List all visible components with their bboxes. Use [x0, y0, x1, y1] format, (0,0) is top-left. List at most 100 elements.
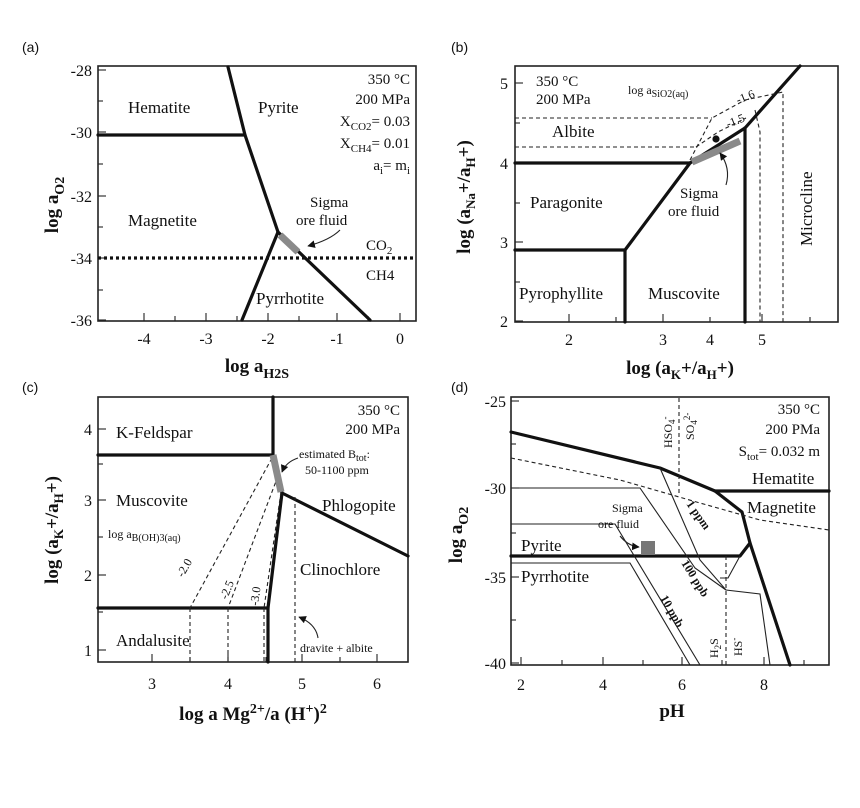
panel-b-x-tick: 4 — [706, 332, 714, 349]
panel-a: (a) -28 -30 -32 -34 -36 -4 -3 -2 -1 0 — [22, 39, 417, 382]
panel-a-x-tick: -4 — [137, 331, 150, 348]
panel-a-ore-fluid-annotation: Sigma ore fluid — [296, 195, 349, 248]
panel-d-letter: (d) — [451, 379, 468, 395]
panel-b-field-muscovite: Muscovite — [648, 284, 720, 303]
svg-text:SO42-: SO42- — [682, 413, 699, 440]
panel-d-sulfur-species: HSO4- SO42- H2S HS- — [660, 413, 745, 658]
svg-text:50-1100 ppm: 50-1100 ppm — [305, 463, 370, 477]
panel-b-field-pyrophyllite: Pyrophyllite — [519, 284, 603, 303]
panel-d-field-magnetite: Magnetite — [747, 498, 816, 517]
panel-b-field-paragonite: Paragonite — [530, 193, 603, 212]
svg-text:Sigma: Sigma — [612, 501, 643, 515]
svg-text:XCH4= 0.01: XCH4= 0.01 — [340, 136, 410, 155]
panel-b-x-tick: 2 — [565, 332, 573, 349]
panel-d-contour: 100 ppb — [678, 557, 712, 599]
panel-b-boundaries — [513, 64, 802, 324]
svg-text:350 °C: 350 °C — [368, 72, 410, 88]
svg-text:XCO2= 0.03: XCO2= 0.03 — [340, 114, 410, 133]
panel-d-y-tick: -35 — [485, 570, 506, 587]
panel-b: (b) 5 4 3 2 2 3 4 5 — [451, 39, 839, 382]
panel-a-y-tick: -28 — [71, 63, 92, 80]
panel-c: (c) 4 3 2 1 3 4 5 6 — [22, 379, 410, 725]
svg-text:estimated Btot:: estimated Btot: — [299, 447, 370, 464]
svg-text:ore fluid: ore fluid — [296, 213, 348, 229]
panel-a-y-tick: -36 — [71, 313, 92, 330]
panel-a-field-pyrite: Pyrite — [258, 98, 299, 117]
panel-c-field-clinochlore: Clinochlore — [300, 560, 380, 579]
panel-d-x-tick: 8 — [760, 677, 768, 694]
panel-a-letter: (a) — [22, 39, 39, 55]
panel-b-y-axis-label: log (aNa+/aH+) — [454, 140, 478, 254]
panel-c-frame — [97, 396, 409, 663]
panel-a-x-tick: 0 — [396, 331, 404, 348]
panel-c-contour: -2.0 — [173, 556, 195, 579]
panel-b-y-tick: 4 — [500, 156, 508, 173]
panel-b-y-tick: 3 — [500, 235, 508, 252]
panel-d-y-ticks: -25 -30 -35 -40 — [485, 394, 519, 673]
panel-d-field-pyrite: Pyrite — [521, 536, 562, 555]
panel-c-y-tick: 2 — [84, 568, 92, 585]
panel-c-x-tick: 5 — [298, 676, 306, 693]
svg-text:ore fluid: ore fluid — [598, 517, 639, 531]
panel-c-y-ticks: 4 3 2 1 — [84, 422, 106, 660]
panel-c-conditions: 350 °C 200 MPa — [345, 403, 400, 438]
panel-b-x-axis-label: log (aK+/aH+) — [626, 358, 734, 382]
panel-a-y-axis-label: log aO2 — [42, 177, 68, 233]
panel-d-y-axis-label: log aO2 — [446, 507, 472, 563]
panel-c-boron-contour-label: log aB(OH)3(aq) — [108, 527, 181, 544]
panel-a-co2-label: CO2 — [366, 238, 392, 257]
panel-d-x-tick: 2 — [517, 677, 525, 694]
svg-text:HS-: HS- — [729, 638, 745, 656]
panel-a-y-tick: -32 — [71, 189, 92, 206]
panel-d-y-tick: -25 — [485, 394, 506, 411]
panel-c-field-phlogopite: Phlogopite — [322, 496, 396, 515]
panel-a-ch4-label: CH4 — [366, 268, 395, 284]
panel-c-contour: -3.0 — [247, 586, 264, 607]
panel-b-ore-fluid-annotation: Sigma ore fluid — [668, 152, 729, 220]
panel-b-contour: -1.5 — [724, 111, 747, 131]
panel-d-x-axis-label: pH — [659, 701, 685, 722]
svg-text:Stot= 0.032 m: Stot= 0.032 m — [739, 444, 821, 463]
panel-c-field-k-feldspar: K-Feldspar — [116, 423, 193, 442]
panel-c-field-muscovite: Muscovite — [116, 491, 188, 510]
panel-b-field-microcline: Microcline — [797, 171, 816, 246]
panel-c-y-axis-label: log (aK+/aH+) — [42, 476, 66, 584]
svg-text:200 MPa: 200 MPa — [345, 422, 400, 438]
panel-d-x-tick: 4 — [599, 677, 607, 694]
panel-d-frame — [510, 396, 830, 666]
panel-a-boundaries — [96, 65, 416, 322]
panel-c-x-tick: 3 — [148, 676, 156, 693]
panel-d-y-tick: -40 — [485, 656, 506, 673]
panel-b-frame — [514, 65, 839, 323]
panel-a-y-tick: -30 — [71, 125, 92, 142]
panel-d-x-ticks: 2 4 6 8 — [517, 657, 805, 694]
panel-a-x-tick: -3 — [199, 331, 212, 348]
panel-d-conditions: 350 °C 200 PMa Stot= 0.032 m — [739, 402, 821, 463]
panel-d-field-pyrrhotite: Pyrrhotite — [521, 567, 589, 586]
panel-c-boron-annotation: estimated Btot: 50-1100 ppm — [281, 447, 370, 477]
panel-d: (d) -25 -30 -35 -40 2 4 6 8 — [446, 379, 831, 722]
svg-text:350 °C: 350 °C — [536, 74, 578, 90]
panel-c-x-tick: 6 — [373, 676, 381, 693]
svg-text:350 °C: 350 °C — [358, 403, 400, 419]
panel-a-field-pyrrhotite: Pyrrhotite — [256, 289, 324, 308]
panel-a-x-tick: -1 — [330, 331, 343, 348]
svg-text:200 MPa: 200 MPa — [536, 92, 591, 108]
panel-b-contour: -1.6 — [734, 87, 757, 107]
panel-d-ore-fluid-marker — [641, 541, 655, 555]
panel-b-y-tick: 2 — [500, 314, 508, 331]
panel-b-x-tick: 3 — [659, 332, 667, 349]
panel-a-frame — [97, 65, 417, 322]
panel-a-x-axis-label: log aH2S — [225, 356, 289, 382]
panel-b-silica-label: log aSiO2(aq) — [628, 83, 688, 100]
panel-b-conditions: 350 °C 200 MPa — [531, 71, 611, 109]
panel-c-field-andalusite: Andalusite — [116, 631, 190, 650]
svg-text:Sigma: Sigma — [680, 186, 719, 202]
panel-c-x-axis-label: log a Mg2+/a (H+)2 — [179, 702, 327, 725]
panel-c-y-tick: 4 — [84, 422, 92, 439]
panel-a-x-tick: -2 — [261, 331, 274, 348]
panel-a-field-magnetite: Magnetite — [128, 211, 197, 230]
panel-a-x-ticks: -4 -3 -2 -1 0 — [137, 313, 404, 348]
panel-c-boundaries — [96, 395, 410, 664]
panel-d-contour: 10 ppb — [657, 593, 687, 631]
